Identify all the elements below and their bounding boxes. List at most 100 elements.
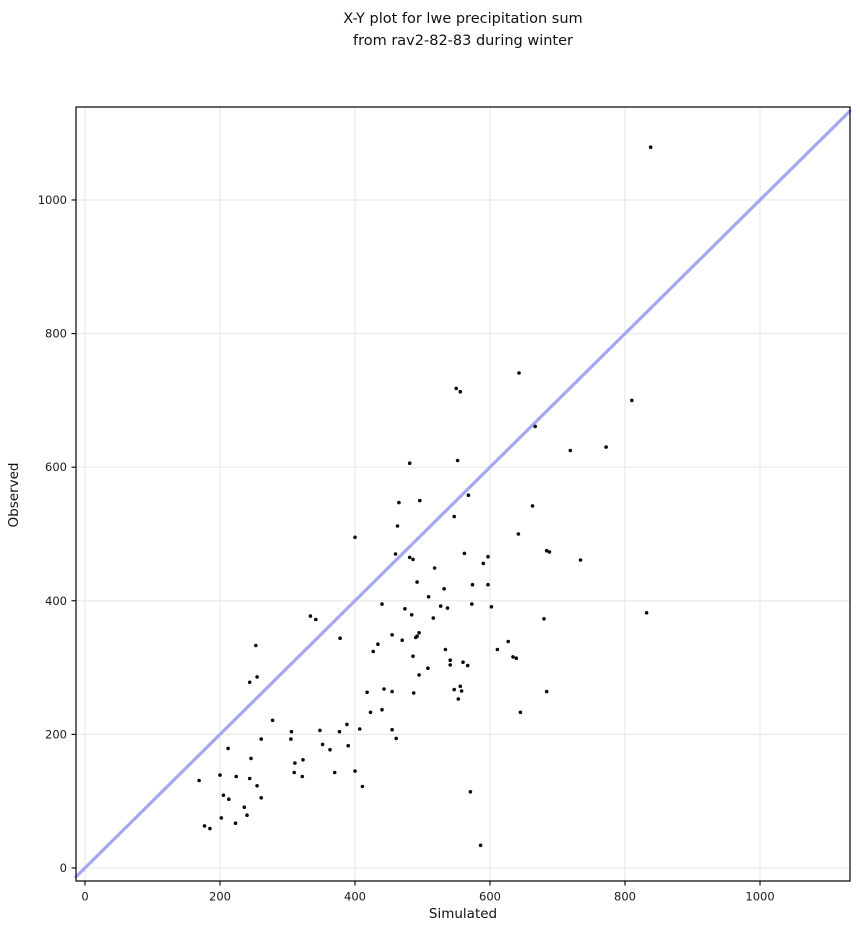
data-point xyxy=(411,691,416,695)
data-point xyxy=(544,548,549,553)
data-point xyxy=(382,687,386,691)
data-point xyxy=(254,643,258,648)
data-point xyxy=(332,770,337,775)
y-tick-label: 800 xyxy=(45,327,67,341)
data-point xyxy=(197,778,201,783)
data-point xyxy=(426,595,431,599)
data-point xyxy=(517,371,521,375)
data-point xyxy=(353,769,357,773)
data-point xyxy=(533,424,537,429)
data-point xyxy=(227,797,231,801)
identity-line xyxy=(74,109,852,879)
data-point xyxy=(245,813,249,817)
data-point xyxy=(438,604,443,608)
data-point xyxy=(448,658,453,662)
data-point xyxy=(486,582,490,587)
data-point xyxy=(202,824,207,828)
data-point xyxy=(486,554,490,559)
data-point xyxy=(454,386,459,391)
data-point xyxy=(445,606,450,610)
data-point xyxy=(345,722,349,727)
data-point xyxy=(604,445,608,449)
data-point xyxy=(630,398,634,403)
data-point xyxy=(442,587,446,591)
data-point xyxy=(448,663,453,667)
data-point xyxy=(371,649,376,654)
data-point xyxy=(337,729,342,734)
data-point xyxy=(409,613,414,617)
data-point xyxy=(289,729,294,734)
x-axis-label: Simulated xyxy=(428,906,498,922)
data-point xyxy=(400,638,405,642)
data-point xyxy=(208,826,212,831)
data-point xyxy=(218,773,222,777)
data-point xyxy=(459,689,464,693)
data-point xyxy=(468,790,473,794)
data-point xyxy=(397,500,401,505)
data-point xyxy=(234,774,238,779)
data-point xyxy=(481,561,486,566)
data-point xyxy=(544,689,549,694)
data-point xyxy=(411,654,415,658)
data-point xyxy=(432,566,437,570)
data-point xyxy=(376,642,380,646)
data-point xyxy=(380,602,384,606)
data-point xyxy=(242,805,247,809)
data-point xyxy=(411,557,415,562)
data-point xyxy=(470,582,475,587)
x-tick-label: 400 xyxy=(344,890,366,904)
data-point xyxy=(403,607,407,611)
data-point xyxy=(511,655,515,659)
data-point xyxy=(289,737,293,741)
data-point xyxy=(338,636,342,640)
data-point xyxy=(293,761,297,765)
data-point xyxy=(470,602,474,606)
data-point xyxy=(452,687,457,692)
chart-title-line1: X-Y plot for lwe precipitation sum xyxy=(343,11,583,27)
data-point xyxy=(431,616,436,620)
data-point xyxy=(461,660,465,664)
data-point xyxy=(292,770,297,775)
data-point xyxy=(568,448,573,453)
data-point xyxy=(259,737,264,741)
data-point xyxy=(390,689,394,694)
data-point xyxy=(452,514,457,519)
data-point xyxy=(516,532,521,536)
data-point xyxy=(478,843,483,848)
data-point xyxy=(390,633,394,637)
data-point xyxy=(346,743,351,748)
data-point xyxy=(547,550,552,554)
data-point xyxy=(247,680,252,685)
data-point xyxy=(462,551,467,556)
data-point xyxy=(357,727,362,731)
x-tick-label: 600 xyxy=(479,890,501,904)
data-point xyxy=(219,816,224,820)
data-point xyxy=(466,493,471,498)
data-point xyxy=(395,524,400,528)
x-tick-label: 800 xyxy=(614,890,636,904)
data-point xyxy=(247,776,252,781)
data-point xyxy=(233,821,238,825)
y-tick-label: 400 xyxy=(45,594,67,608)
data-point xyxy=(458,389,463,394)
data-point xyxy=(506,639,511,644)
data-point xyxy=(648,145,653,149)
x-tick-label: 1000 xyxy=(745,890,774,904)
data-point xyxy=(255,675,259,679)
data-point xyxy=(456,697,461,701)
data-point xyxy=(394,736,399,741)
data-point xyxy=(443,647,448,652)
data-point xyxy=(518,710,523,715)
data-point xyxy=(415,580,419,584)
y-tick-label: 0 xyxy=(60,861,67,875)
data-point xyxy=(514,656,519,660)
data-point xyxy=(249,756,253,761)
data-point xyxy=(300,774,305,779)
y-axis-label: Observed xyxy=(6,462,22,528)
data-point xyxy=(417,631,421,635)
data-point xyxy=(390,727,394,732)
chart-title-line2: from rav2-82-83 during winter xyxy=(352,33,573,49)
data-point xyxy=(368,710,373,715)
